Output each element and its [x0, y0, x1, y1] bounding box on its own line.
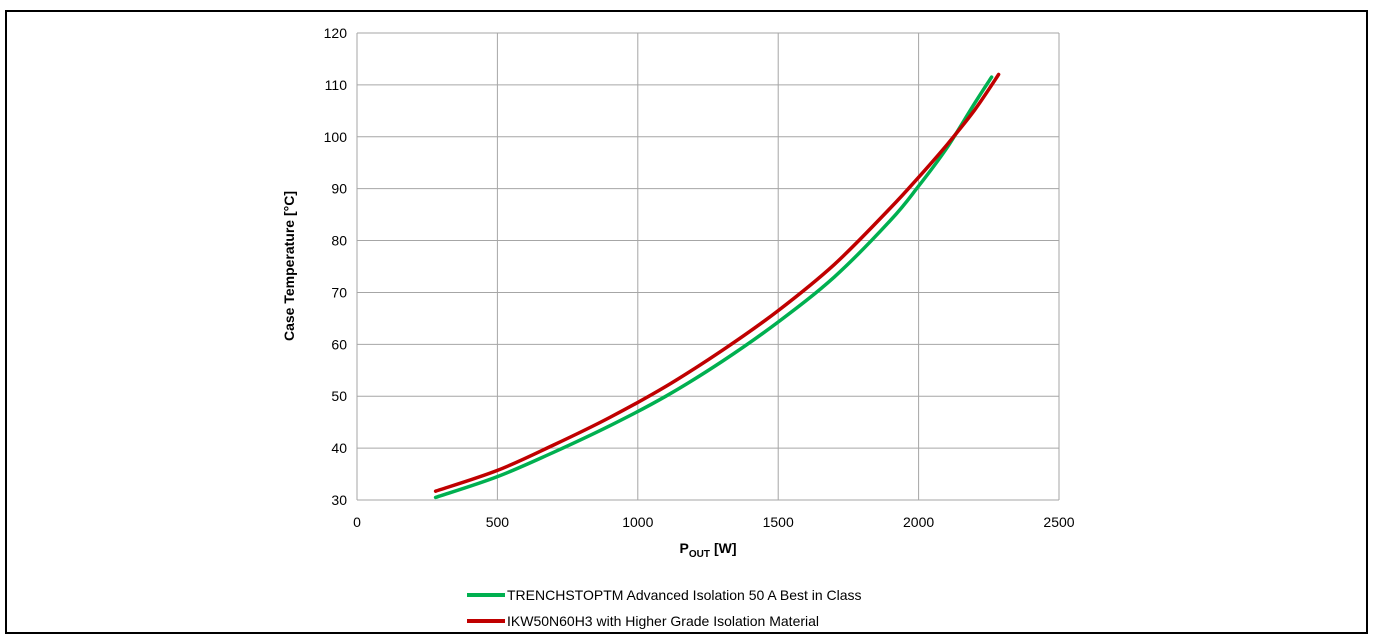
x-tick-label: 1000 [622, 514, 653, 530]
tick-labels: 30 40 50 60 70 80 90 100 110 120 0 500 1000 1500 2000 2… [324, 25, 1075, 530]
y-tick-label: 90 [331, 181, 347, 197]
y-tick-label: 40 [331, 440, 347, 456]
x-axis-title-unit: [W] [714, 540, 737, 556]
x-tick-label: 500 [486, 514, 510, 530]
legend-label-red: IKW50N60H3 with Higher Grade Isolation M… [507, 613, 819, 629]
x-tick-label: 2000 [903, 514, 934, 530]
y-tick-label: 60 [331, 336, 347, 352]
y-tick-label: 100 [324, 129, 348, 145]
series-line-trenchstop [433, 75, 994, 500]
x-tick-label: 0 [353, 514, 361, 530]
y-tick-label: 80 [331, 233, 347, 249]
y-axis-title: Case Temperature [°C] [281, 191, 297, 341]
chart-frame [5, 10, 1368, 634]
x-axis-title-subscript: OUT [689, 549, 710, 560]
legend: TRENCHSTOPTM Advanced Isolation 50 A Bes… [467, 587, 862, 629]
y-tick-label: 120 [324, 25, 348, 41]
y-tick-label: 50 [331, 388, 347, 404]
legend-label-green: TRENCHSTOPTM Advanced Isolation 50 A Bes… [507, 587, 862, 603]
y-tick-label: 70 [331, 284, 347, 300]
series-lines [433, 72, 1001, 500]
x-tick-label: 2500 [1043, 514, 1074, 530]
y-tick-label: 30 [331, 492, 347, 508]
series-line-ikw50n60h3 [433, 72, 1001, 493]
grid-lines [356, 32, 1060, 501]
x-axis-title: POUT [W] [680, 540, 737, 560]
x-axis-title-main: P [680, 540, 689, 556]
x-tick-label: 1500 [763, 514, 794, 530]
y-tick-label: 110 [325, 77, 348, 93]
